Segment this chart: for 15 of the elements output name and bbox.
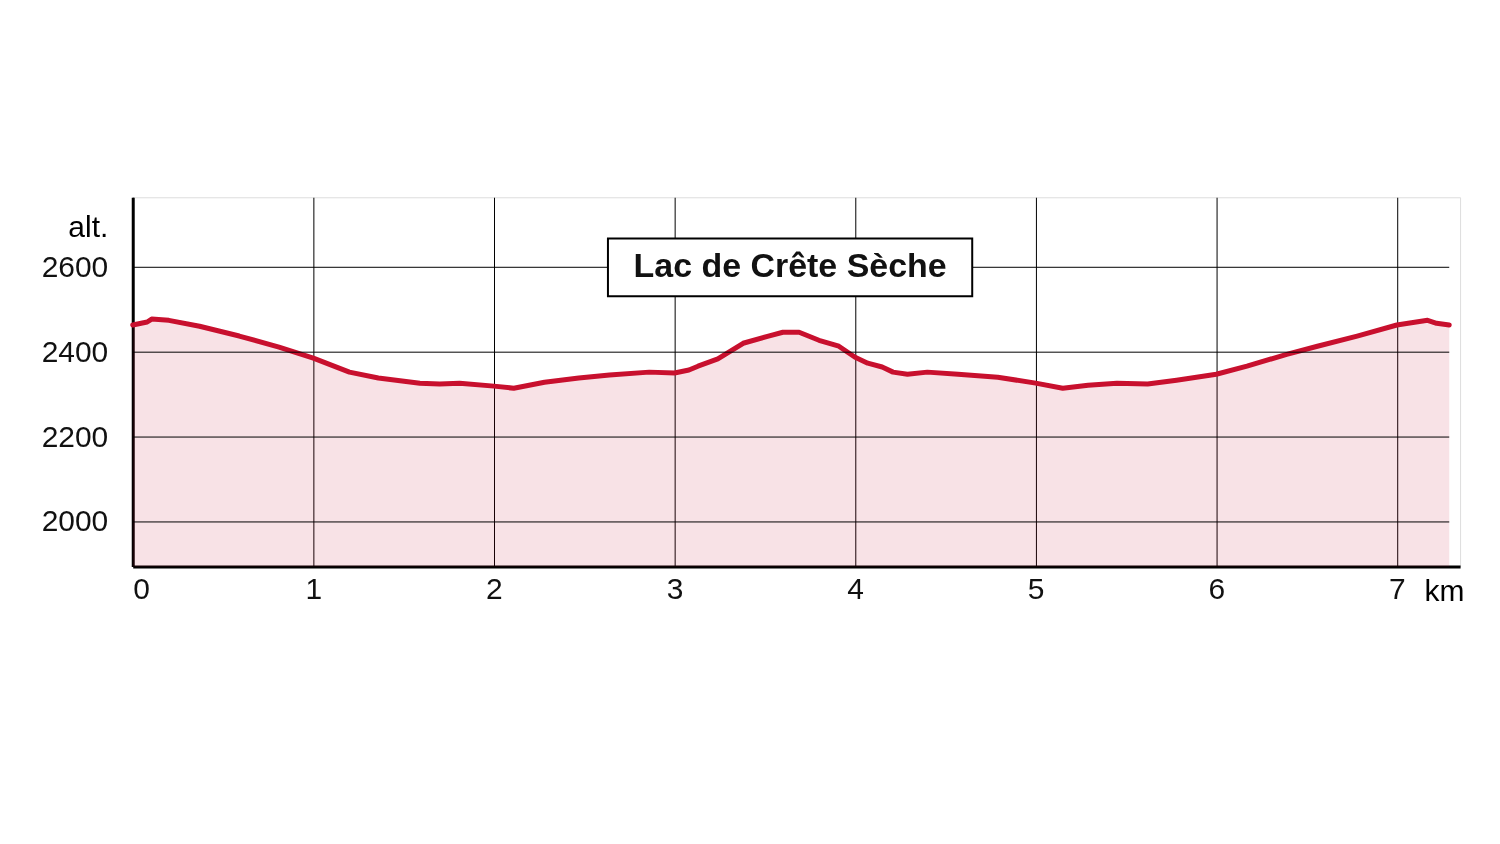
y-tick-label: 2200 [41,419,109,453]
y-tick-label: 2400 [41,334,109,368]
x-tick-label: 6 [1208,571,1226,605]
x-tick-label: 7 [1389,571,1406,605]
x-tick-label: 2 [486,571,503,605]
x-tick-label: 0 [133,571,150,605]
x-tick-label: 4 [847,571,864,605]
x-tick-label: 3 [666,571,684,605]
x-tick-label: 1 [305,571,323,605]
y-tick-label: 2000 [41,504,109,538]
x-tick-label: 5 [1027,571,1045,605]
annotation: Lac de Crête Sèche [633,246,947,285]
x-axis-title: km [1424,573,1465,607]
y-tick-label: 2600 [41,249,109,283]
y-axis-title: alt. [68,209,109,243]
